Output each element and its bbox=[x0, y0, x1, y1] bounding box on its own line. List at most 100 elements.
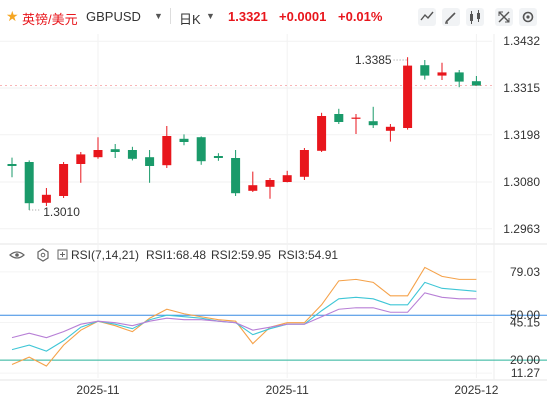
pair-name: 英镑/美元 bbox=[22, 12, 78, 27]
candle bbox=[368, 106, 378, 128]
candle-body bbox=[93, 150, 103, 158]
price-tick-label: 1.3315 bbox=[503, 81, 540, 95]
candle bbox=[231, 150, 241, 196]
candle-body bbox=[420, 65, 430, 76]
candle bbox=[437, 62, 447, 80]
chart-type-icon[interactable] bbox=[418, 8, 436, 26]
draw-icon[interactable] bbox=[442, 8, 460, 26]
candle-body bbox=[196, 137, 206, 162]
candle bbox=[265, 178, 275, 199]
candles bbox=[7, 57, 481, 210]
candle bbox=[334, 108, 344, 124]
candle bbox=[93, 137, 103, 159]
price-change: +0.0001 bbox=[279, 9, 327, 24]
candle-body bbox=[162, 136, 172, 166]
last-price: 1.3321 bbox=[228, 9, 268, 24]
candle bbox=[299, 148, 309, 180]
time-axis: 2025-11 2025-11 2025-12 bbox=[76, 383, 498, 397]
rsi-tick-label: 45.15 bbox=[510, 315, 540, 329]
rsi-tick-label: 50.00 bbox=[510, 308, 540, 322]
chevron-down-icon[interactable]: ▼ bbox=[154, 11, 163, 21]
price-tick-label: 1.2963 bbox=[503, 222, 540, 236]
candle-body bbox=[403, 65, 413, 128]
rsi2-label: RSI2:59.95 bbox=[211, 248, 271, 262]
candle bbox=[420, 60, 430, 80]
star-icon[interactable]: ★ bbox=[6, 8, 19, 24]
candle-body bbox=[127, 150, 137, 159]
candle-body bbox=[437, 72, 447, 76]
candle bbox=[471, 76, 481, 86]
low-label: 1.3010 bbox=[43, 205, 80, 219]
rsi-line-3 bbox=[11, 292, 477, 339]
candle bbox=[110, 144, 120, 158]
price-change-pct: +0.01% bbox=[338, 9, 383, 24]
candle-icon[interactable] bbox=[466, 8, 484, 26]
candle bbox=[76, 152, 86, 183]
expand-icon[interactable] bbox=[495, 8, 513, 26]
candle-body bbox=[7, 164, 17, 166]
candle-body bbox=[41, 194, 51, 203]
symbol: GBPUSD bbox=[86, 9, 141, 24]
candle-body bbox=[351, 117, 361, 119]
rsi-line-2 bbox=[11, 281, 477, 352]
candle bbox=[454, 70, 464, 88]
time-tick-label: 2025-12 bbox=[454, 383, 498, 397]
candle-body bbox=[213, 156, 223, 158]
candle bbox=[24, 160, 34, 210]
candle bbox=[282, 170, 292, 183]
gear-icon[interactable] bbox=[37, 248, 49, 262]
rsi-legend: RSI(7,14,21) RSI1:68.48 RSI2:59.95 RSI3:… bbox=[9, 248, 338, 262]
high-label: 1.3385 bbox=[355, 53, 392, 67]
candle-body bbox=[299, 150, 309, 177]
rsi-tick-label: 11.27 bbox=[511, 366, 540, 380]
candle bbox=[213, 153, 223, 161]
candle-body bbox=[59, 164, 69, 196]
rsi-tick-label: 79.03 bbox=[510, 265, 540, 279]
eye-icon[interactable] bbox=[9, 251, 25, 259]
candle bbox=[403, 57, 413, 130]
interval-label[interactable]: 日K bbox=[179, 12, 201, 27]
candle bbox=[127, 146, 137, 161]
candle bbox=[7, 157, 17, 178]
candle-body bbox=[368, 121, 378, 126]
candle-body bbox=[145, 157, 155, 166]
rsi-expand-icon[interactable] bbox=[57, 249, 68, 260]
price-tick-label: 1.3080 bbox=[503, 175, 540, 189]
price-tick-label: 1.3432 bbox=[503, 34, 540, 48]
time-tick-label: 2025-11 bbox=[266, 383, 309, 397]
price-tick-label: 1.3198 bbox=[503, 128, 540, 142]
candle-body bbox=[179, 138, 189, 142]
rsi1-label: RSI1:68.48 bbox=[146, 248, 206, 262]
candle bbox=[248, 171, 258, 192]
candle-body bbox=[334, 114, 344, 122]
candle-body bbox=[231, 158, 241, 194]
candle bbox=[59, 162, 69, 198]
annotations: 1.3385 1.3010 bbox=[0, 53, 492, 219]
candle-body bbox=[317, 116, 327, 151]
header: ★ 英镑/美元 GBPUSD ▼ 日K ▼ 1.3321 +0.0001 +0.… bbox=[0, 0, 547, 34]
divider bbox=[170, 8, 171, 24]
candle bbox=[317, 112, 327, 152]
settings-icon[interactable] bbox=[519, 8, 537, 26]
interval-chevron-icon[interactable]: ▼ bbox=[206, 11, 215, 21]
candle bbox=[145, 150, 155, 183]
candle-body bbox=[110, 149, 120, 152]
rsi-title: RSI(7,14,21) bbox=[71, 248, 139, 262]
candle bbox=[179, 134, 189, 146]
candle bbox=[162, 126, 172, 168]
candle bbox=[385, 124, 395, 142]
candle-body bbox=[471, 81, 481, 86]
candle-body bbox=[248, 185, 258, 191]
price-axis: 1.3432 1.3315 1.3198 1.3080 1.2963 bbox=[503, 34, 540, 236]
candle-body bbox=[76, 154, 86, 164]
candle bbox=[41, 188, 51, 206]
rsi3-label: RSI3:54.91 bbox=[278, 248, 338, 262]
grid bbox=[0, 34, 547, 381]
candle-body bbox=[385, 126, 395, 131]
rsi-line-1 bbox=[11, 266, 477, 367]
time-tick-label: 2025-11 bbox=[76, 383, 119, 397]
candle-body bbox=[24, 162, 34, 204]
candle-body bbox=[454, 72, 464, 82]
